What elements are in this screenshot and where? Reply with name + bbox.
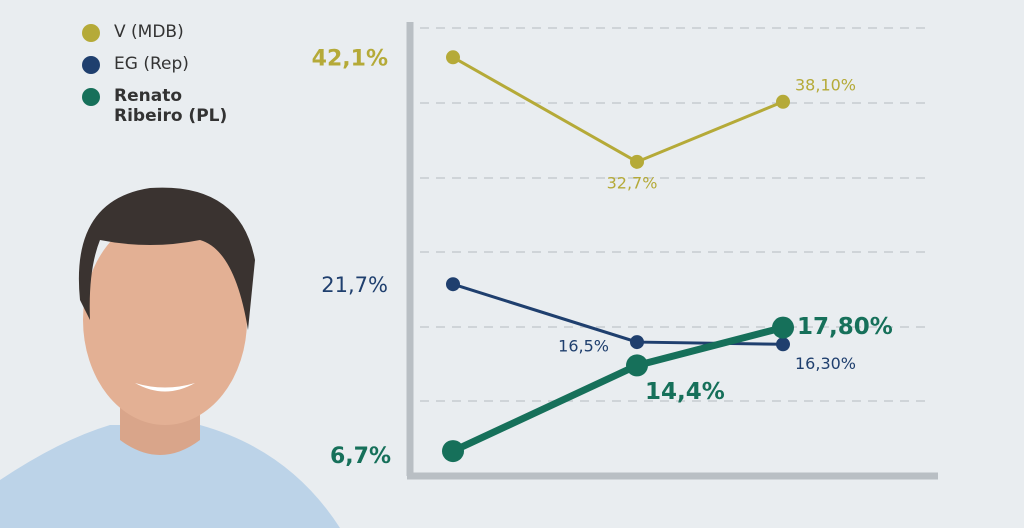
value-label: 21,7% (321, 273, 388, 297)
value-label: 38,10% (795, 75, 856, 94)
hair (78, 187, 255, 330)
point (446, 277, 460, 292)
guides (420, 27, 925, 402)
legend-item: Renato Ribeiro (PL) (82, 86, 282, 126)
point (630, 335, 644, 350)
point (776, 94, 790, 109)
legend-label: V (MDB) (114, 22, 184, 42)
legend-item: EG (Rep) (82, 54, 282, 74)
value-label: 16,30% (795, 354, 856, 373)
series-line (452, 282, 784, 346)
point (626, 354, 648, 377)
value-label: 17,80% (797, 314, 893, 340)
point (446, 50, 460, 65)
legend-item: V (MDB) (82, 22, 282, 42)
point (776, 337, 790, 352)
legend-swatch (82, 56, 100, 74)
value-label: 42,1% (312, 46, 388, 71)
value-label: 32,7% (607, 173, 658, 192)
legend-swatch (82, 24, 100, 42)
series-line (452, 55, 784, 164)
photo (0, 187, 340, 528)
face (83, 215, 247, 425)
legend: V (MDB) EG (Rep) Renato Ribeiro (PL) (82, 22, 282, 138)
legend-swatch (82, 88, 100, 106)
legend-label: EG (Rep) (114, 54, 189, 74)
smile (135, 383, 195, 392)
value-label: 16,5% (558, 337, 609, 356)
series-line (451, 324, 784, 455)
point (772, 316, 794, 339)
legend-label: Renato Ribeiro (PL) (114, 86, 228, 126)
point (630, 154, 644, 169)
value-label: 14,4% (645, 379, 725, 405)
shirt (0, 425, 340, 528)
point (442, 440, 464, 463)
value-label: 6,7% (330, 444, 391, 469)
